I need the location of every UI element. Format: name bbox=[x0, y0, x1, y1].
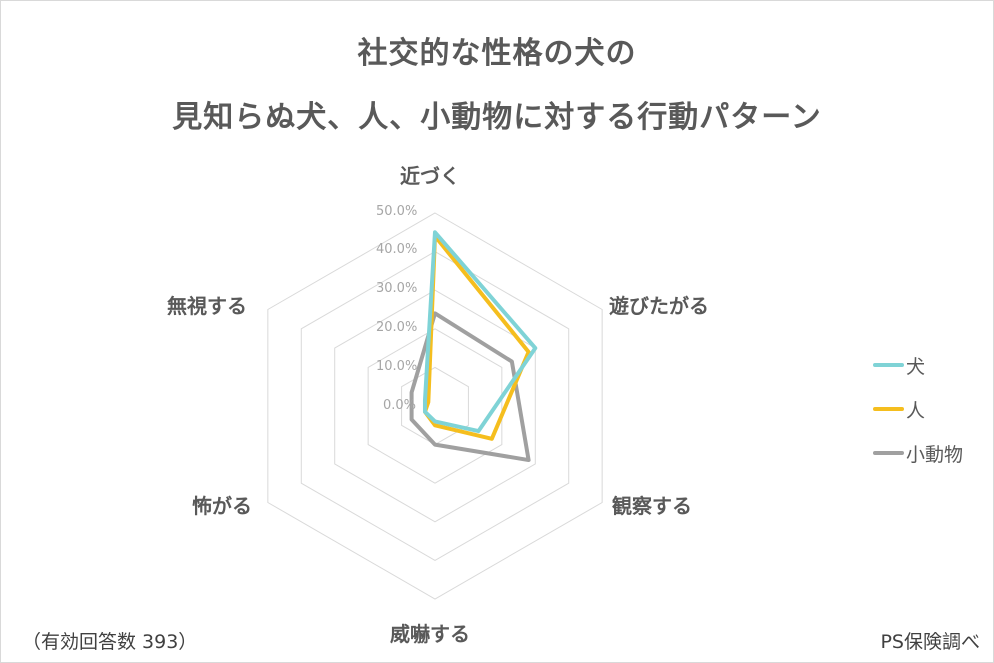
tick-label-0: 0.0% bbox=[383, 398, 417, 413]
legend-item-dog: 犬 bbox=[873, 343, 963, 387]
tick-label-20: 20.0% bbox=[376, 320, 418, 335]
axis-label-threaten: 威嚇する bbox=[390, 622, 470, 646]
series-line bbox=[422, 230, 538, 434]
sample-size-note: （有効回答数 393） bbox=[22, 631, 198, 653]
grid-ring bbox=[300, 251, 570, 561]
legend-swatch-dog bbox=[873, 363, 904, 367]
legend-swatch-person bbox=[873, 407, 904, 411]
tick-label-30: 30.0% bbox=[376, 281, 418, 296]
grid-ring bbox=[367, 328, 503, 484]
axis-label-afraid: 怖がる bbox=[192, 494, 252, 518]
axis-label-observe: 観察する bbox=[612, 494, 692, 518]
legend-label-dog: 犬 bbox=[906, 355, 926, 378]
axis-label-approach: 近づく bbox=[400, 164, 460, 188]
legend-label-person: 人 bbox=[906, 399, 926, 422]
legend-item-small-animal: 小動物 bbox=[873, 431, 963, 475]
grid-ring bbox=[267, 212, 603, 600]
chart-legend: 犬 人 小動物 bbox=[873, 343, 963, 475]
tick-label-40: 40.0% bbox=[376, 242, 418, 257]
series-line bbox=[422, 234, 531, 441]
source-note: PS保険調べ bbox=[880, 631, 980, 653]
radar-series bbox=[409, 230, 538, 463]
legend-label-small-animal: 小動物 bbox=[906, 443, 964, 466]
tick-label-10: 10.0% bbox=[376, 359, 418, 374]
chart-title-line-1: 社交的な性格の犬の bbox=[357, 36, 637, 71]
legend-item-person: 人 bbox=[873, 387, 963, 431]
tick-label-50: 50.0% bbox=[376, 204, 418, 219]
axis-label-ignore: 無視する bbox=[167, 294, 247, 318]
chart-title-line-2: 見知らぬ犬、人、小動物に対する行動パターン bbox=[172, 100, 822, 135]
axis-label-want-to-play: 遊びたがる bbox=[609, 294, 709, 318]
legend-swatch-small-animal bbox=[873, 451, 904, 455]
series-line bbox=[409, 311, 531, 463]
